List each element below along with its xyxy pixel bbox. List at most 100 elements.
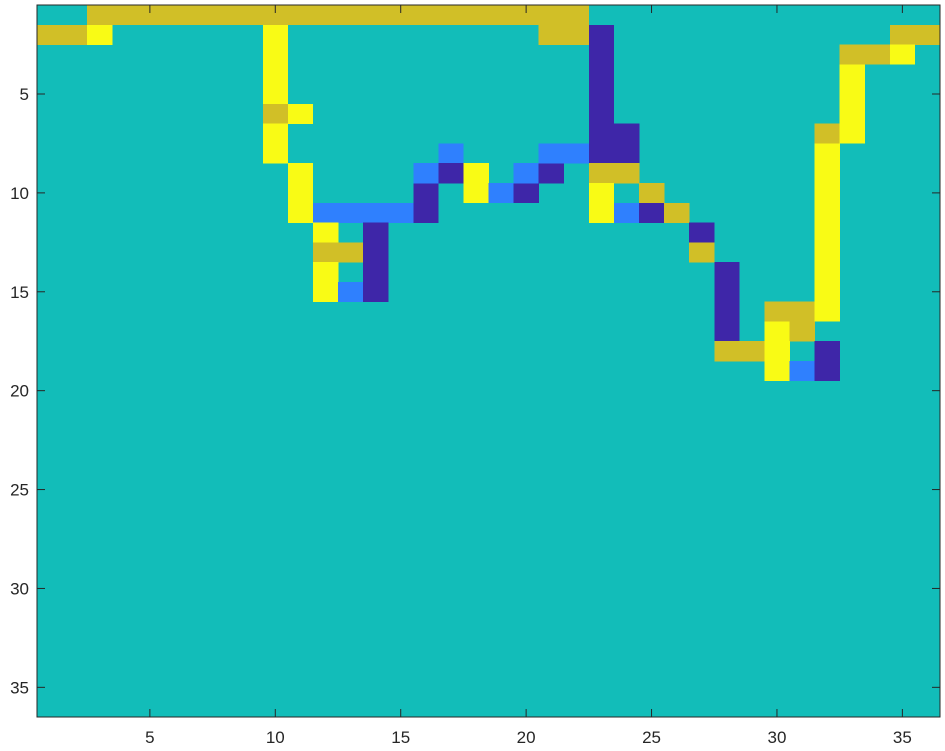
heatmap-cell [639,183,665,204]
heatmap-cell [413,183,439,204]
heatmap-cell [363,281,389,302]
heatmap-cell [588,163,640,184]
heatmap-cell [814,242,840,263]
heatmap-cell [764,361,790,382]
x-tick-label: 30 [767,728,786,747]
heatmap-cell [814,361,840,382]
heatmap-cell [588,44,615,65]
heatmap-cell [312,262,339,283]
heatmap-cell [262,44,289,65]
y-tick-label: 20 [10,382,29,401]
x-tick-labels: 5 10 15 20 25 30 35 [145,728,912,747]
heatmap-cell [714,321,740,342]
heatmap-cells [37,5,941,717]
heatmap-cell [538,24,590,45]
heatmap-cell [513,183,539,204]
heatmap-cell [463,183,489,204]
heatmap-cell [588,143,640,164]
heatmap-cell [814,222,840,243]
heatmap-cell [588,123,640,144]
heatmap-cell [889,44,916,65]
heatmap-cell [588,183,615,204]
heatmap-cell [37,24,88,45]
heatmap-cell [312,242,364,263]
heatmap-cell [789,361,815,382]
heatmap-cell [488,183,514,204]
y-tick-label: 5 [20,85,29,104]
heatmap-cell [262,84,289,105]
heatmap-cell [814,341,840,362]
heatmap-cell [538,163,565,184]
heatmap-cell [588,103,615,124]
heatmap-cell [262,103,289,124]
axis-ticks [37,5,940,717]
heatmap-cell [463,163,489,184]
y-tick-label: 30 [10,579,29,598]
heatmap-cell [714,301,740,322]
heatmap-cell [87,5,590,26]
heatmap-cell [588,64,615,85]
x-tick-label: 5 [145,728,154,747]
heatmap-cell [714,262,740,283]
heatmap-cell [839,123,866,144]
heatmap-cell [287,103,314,124]
heatmap-cell [538,143,590,164]
heatmap-cell [764,301,815,322]
heatmap-cell [287,202,314,223]
heatmap-cell [338,281,364,302]
heatmap-cell [814,301,840,322]
heatmap-cell [287,163,314,184]
heatmap-cell [413,163,439,184]
x-tick-label: 20 [517,728,536,747]
heatmap-cell [839,84,866,105]
heatmap-cell [588,24,615,45]
heatmap-cell [789,321,815,342]
heatmap-cell [363,262,389,283]
heatmap-cell [839,64,866,85]
y-tick-label: 10 [10,184,29,203]
x-tick-label: 35 [893,728,912,747]
heatmap-cell [814,202,840,223]
x-tick-label: 25 [642,728,661,747]
heatmap-cell [87,24,113,45]
heatmap-cell [613,202,640,223]
heatmap-cell [689,242,715,263]
heatmap-cell [764,341,790,362]
heatmap-cell [438,163,464,184]
heatmap-cell [312,202,414,223]
heatmap-cell [689,222,715,243]
heatmap-cell [714,281,740,302]
heatmap-cell [664,202,690,223]
heatmap-cell [714,341,765,362]
heatmap-cell [262,143,289,164]
heatmap-cell [814,163,840,184]
heatmap-cell [839,44,891,65]
heatmap-cell [764,321,790,342]
heatmap-cell [814,262,840,283]
heatmap-cell [639,202,665,223]
heatmap-cell [588,202,615,223]
heatmap-cell [814,183,840,204]
heatmap-cell [413,202,439,223]
heatmap-cell [262,123,289,144]
heatmap-cell [363,242,389,263]
axes-box [36,4,941,718]
x-tick-label: 15 [391,728,410,747]
y-tick-label: 25 [10,481,29,500]
y-tick-label: 15 [10,283,29,302]
heatmap-cell [588,84,615,105]
heatmap-cell [814,281,840,302]
y-tick-labels: 5 10 15 20 25 30 35 [10,85,29,697]
heatmap-cell [814,143,840,164]
heatmap-cell [438,143,464,164]
heatmap-cell [312,222,339,243]
x-tick-label: 10 [266,728,285,747]
heatmap-cell [814,123,840,144]
heatmap-cell [262,64,289,85]
heatmap-cell [262,24,289,45]
heatmap-cell [839,103,866,124]
heatmap-cell [889,24,941,45]
y-tick-label: 35 [10,678,29,697]
heatmap-cell [513,163,539,184]
